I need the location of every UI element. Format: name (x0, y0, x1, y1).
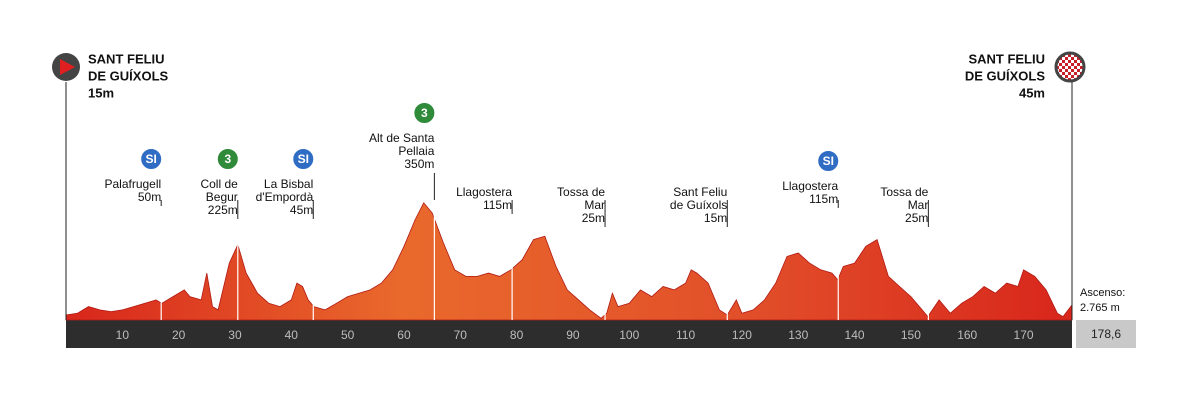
waypoint-name: Begur (206, 190, 238, 204)
waypoint-name: Palafrugell (104, 177, 161, 191)
waypoint-name: Llagostera (456, 185, 512, 199)
finish-name: SANT FELIU (968, 51, 1045, 66)
ascent-label: Ascenso: (1080, 287, 1125, 299)
waypoint-name: La Bisbal (264, 177, 313, 191)
waypoint-altitude: 15m (704, 211, 727, 225)
finish-altitude: 45m (1019, 85, 1045, 100)
waypoint-icon-label: SI (298, 152, 309, 166)
x-tick-label: 100 (619, 328, 639, 342)
x-tick-label: 160 (957, 328, 977, 342)
waypoint-icon (139, 147, 164, 171)
waypoint-icon-label: 3 (224, 152, 231, 166)
x-tick-label: 20 (172, 328, 186, 342)
waypoint-altitude: 50m (138, 190, 161, 204)
waypoint-name: Tossa de (880, 185, 928, 199)
waypoint-name: Mar (908, 198, 929, 212)
waypoint-icon (215, 147, 240, 171)
start-arrow (60, 59, 75, 75)
x-tick-label: 150 (901, 328, 921, 342)
waypoint-altitude: 45m (290, 203, 313, 217)
waypoint-icon-label: SI (823, 154, 834, 168)
x-tick-label: 90 (566, 328, 580, 342)
waypoint-name: Mar (584, 198, 605, 212)
x-tick-label: 40 (285, 328, 299, 342)
finish-icon (1054, 51, 1086, 83)
waypoint-name: Alt de Santa (369, 131, 435, 145)
distance-box (1076, 320, 1136, 348)
waypoint-altitude: 225m (208, 203, 238, 217)
finish-name: DE GUÍXOLS (965, 68, 1046, 83)
waypoint-name: de Guíxols (670, 198, 727, 212)
waypoint-name: Llagostera (782, 179, 838, 193)
waypoint-icon (412, 101, 437, 125)
waypoint-altitude: 115m (809, 192, 838, 206)
waypoint-name: Tossa de (557, 185, 605, 199)
waypoint-icon (291, 147, 316, 171)
waypoint-altitude: 115m (483, 198, 512, 212)
x-tick-label: 110 (676, 328, 695, 342)
elevation-area (65, 202, 1073, 321)
waypoint-icon-label: 3 (421, 106, 428, 120)
waypoint-icon (816, 149, 841, 173)
start-name: DE GUÍXOLS (88, 68, 169, 83)
waypoint-name: d'Empordà (256, 190, 314, 204)
waypoint-altitude: 25m (905, 211, 928, 225)
total-distance: 178,6 (1091, 327, 1121, 341)
x-tick-label: 130 (788, 328, 808, 342)
waypoint-name: Sant Feliu (673, 185, 727, 199)
waypoint-icon-label: SI (146, 152, 157, 166)
x-tick-label: 170 (1014, 328, 1034, 342)
x-tick-label: 60 (397, 328, 411, 342)
ascent-value: 2.765 m (1080, 302, 1120, 314)
start-altitude: 15m (88, 85, 114, 100)
x-tick-label: 70 (454, 328, 468, 342)
waypoint-name: Pellaia (398, 144, 434, 158)
x-tick-label: 140 (845, 328, 865, 342)
x-tick-label: 120 (732, 328, 752, 342)
x-tick-label: 80 (510, 328, 524, 342)
start-name: SANT FELIU (88, 51, 165, 66)
x-tick-label: 50 (341, 328, 355, 342)
waypoint-name: Coll de (200, 177, 238, 191)
axis-bar (66, 320, 1072, 348)
waypoint-altitude: 25m (582, 211, 605, 225)
x-tick-label: 30 (228, 328, 242, 342)
x-tick-label: 10 (116, 328, 130, 342)
waypoint-altitude: 350m (404, 157, 434, 171)
